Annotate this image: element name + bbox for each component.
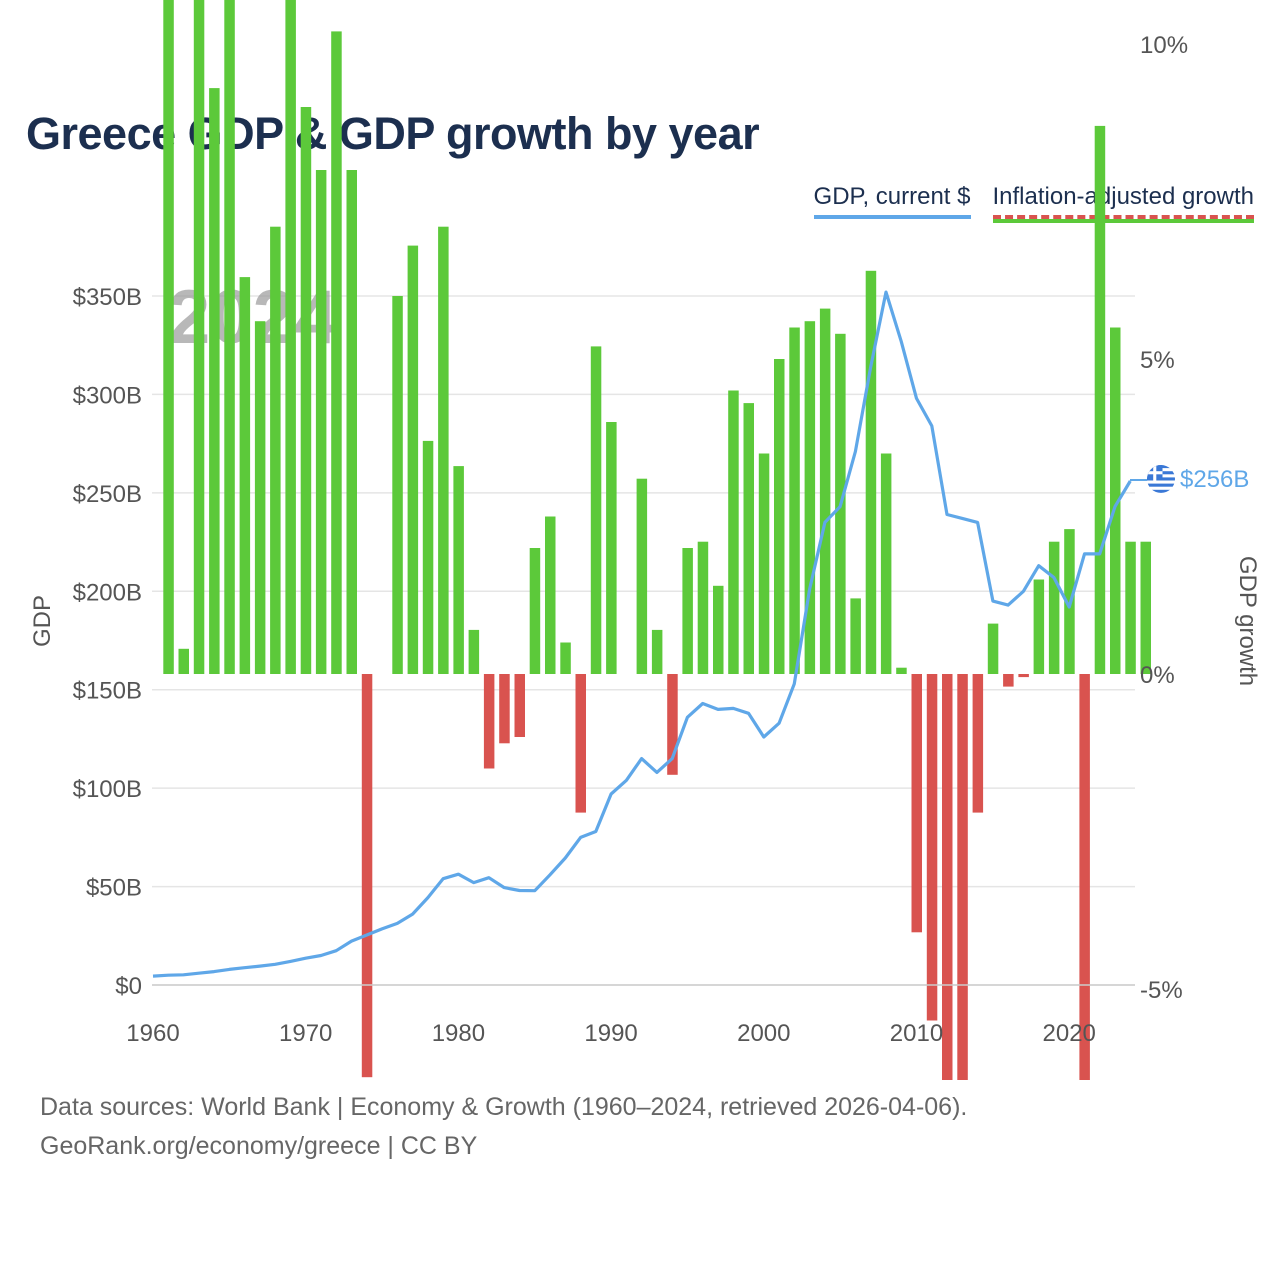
growth-bar[interactable] — [667, 674, 678, 775]
growth-bar[interactable] — [682, 548, 693, 674]
x-tick-label: 1990 — [584, 1020, 637, 1047]
gdp-line — [152, 290, 1132, 978]
growth-bar[interactable] — [193, 0, 205, 674]
growth-bar[interactable] — [422, 440, 434, 674]
growth-bar[interactable] — [560, 642, 571, 675]
growth-bar[interactable] — [1140, 541, 1152, 674]
growth-bar[interactable] — [636, 478, 648, 674]
growth-bar[interactable] — [392, 296, 403, 674]
growth-bar[interactable] — [270, 226, 281, 674]
growth-bar[interactable] — [972, 674, 984, 813]
right-axis-title: GDP growth — [1234, 556, 1261, 686]
growth-bar[interactable] — [483, 674, 495, 769]
legend-growth[interactable]: Inflation-adjusted growth — [992, 183, 1254, 219]
growth-bar[interactable] — [590, 346, 602, 674]
growth-bar[interactable] — [911, 674, 923, 933]
growth-bars — [163, 0, 1151, 1080]
growth-bar[interactable] — [1094, 125, 1106, 674]
growth-bar[interactable] — [239, 277, 251, 674]
growth-bar[interactable] — [880, 453, 892, 675]
growth-bar[interactable] — [1079, 674, 1090, 1080]
growth-bar[interactable] — [514, 674, 526, 737]
left-axis-title: GDP — [29, 595, 56, 647]
growth-bar[interactable] — [789, 327, 800, 675]
growth-bar[interactable] — [804, 321, 816, 674]
growth-bar[interactable] — [865, 270, 877, 674]
left-tick-label: $350B — [73, 284, 142, 311]
left-tick-label: $0 — [115, 973, 142, 1000]
left-tick-label: $250B — [73, 481, 142, 508]
left-tick-label: $200B — [73, 579, 142, 606]
year-watermark: 2024 — [168, 275, 337, 360]
footer: Data sources: World Bank | Economy & Gro… — [40, 1088, 967, 1166]
chart-title: Greece GDP & GDP growth by year — [26, 108, 760, 159]
legend-gdp[interactable]: GDP, current $ — [813, 183, 971, 219]
legend: GDP, current $ Inflation-adjusted growth — [813, 183, 1254, 219]
source-note: Data sources: World Bank | Economy & Gro… — [40, 1093, 968, 1121]
growth-bar[interactable] — [758, 453, 770, 675]
growth-bar[interactable] — [468, 629, 480, 674]
growth-bar[interactable] — [315, 170, 327, 674]
x-tick-label: 1970 — [279, 1020, 332, 1047]
growth-bar[interactable] — [300, 107, 312, 674]
growth-bar[interactable] — [697, 541, 709, 674]
growth-bar[interactable] — [728, 390, 739, 675]
growth-bar[interactable] — [957, 674, 968, 1080]
growth-bar[interactable] — [346, 170, 358, 674]
growth-bar[interactable] — [1048, 541, 1060, 674]
growth-bar[interactable] — [499, 674, 510, 744]
right-axis: -5% 0% 5% 10% — [1140, 32, 1188, 1004]
x-tick-label: 1980 — [432, 1020, 485, 1047]
growth-bar[interactable] — [178, 648, 190, 674]
greece-flag-icon — [1147, 465, 1175, 493]
growth-bar[interactable] — [987, 623, 999, 674]
x-tick-label: 2020 — [1043, 1020, 1096, 1047]
growth-bar[interactable] — [850, 598, 861, 674]
right-tick-label: 5% — [1140, 347, 1175, 374]
right-tick-label: 0% — [1140, 662, 1175, 689]
growth-bar[interactable] — [529, 548, 541, 674]
growth-bar[interactable] — [545, 516, 556, 675]
growth-bar[interactable] — [1125, 541, 1136, 674]
growth-bar[interactable] — [896, 667, 907, 674]
left-tick-label: $300B — [73, 382, 142, 409]
growth-bar[interactable] — [774, 359, 785, 674]
growth-bar[interactable] — [926, 674, 938, 1021]
x-tick-label: 2000 — [737, 1020, 790, 1047]
growth-bar[interactable] — [819, 308, 831, 674]
end-value-label: $256B — [1180, 466, 1249, 493]
growth-bar[interactable] — [209, 88, 220, 675]
growth-bar[interactable] — [163, 0, 174, 674]
growth-bar[interactable] — [285, 0, 296, 674]
left-tick-label: $100B — [73, 776, 142, 803]
source-link[interactable]: GeoRank.org/economy/greece | CC BY — [40, 1132, 478, 1160]
x-axis: 1960 1970 1980 1990 2000 2010 2020 — [126, 984, 1135, 1047]
x-tick-label: 2010 — [890, 1020, 943, 1047]
left-tick-label: $50B — [86, 875, 142, 902]
x-tick-label: 1960 — [126, 1020, 179, 1047]
growth-bar[interactable] — [453, 466, 464, 674]
growth-bar[interactable] — [942, 674, 953, 1080]
growth-bar[interactable] — [331, 31, 342, 674]
growth-bar[interactable] — [407, 245, 419, 674]
gdp-chart: 2024 $0 $50B $100B $150B $200B $250B $300B $350… — [29, 0, 1261, 1080]
left-tick-label: $150B — [73, 678, 142, 705]
left-axis: $0 $50B $100B $150B $200B $250B $300B $350B — [73, 284, 142, 1000]
growth-bar[interactable] — [575, 674, 587, 813]
growth-bar[interactable] — [1018, 674, 1029, 678]
growth-bar[interactable] — [361, 674, 373, 1078]
right-tick-label: -5% — [1140, 977, 1183, 1004]
growth-bar[interactable] — [606, 422, 617, 674]
growth-bar[interactable] — [224, 0, 235, 674]
growth-bar[interactable] — [743, 403, 755, 674]
growth-bar[interactable] — [651, 629, 663, 674]
growth-bar[interactable] — [1003, 674, 1014, 687]
growth-bar[interactable] — [713, 585, 724, 674]
right-tick-label: 10% — [1140, 32, 1188, 59]
growth-bar[interactable] — [254, 321, 266, 674]
growth-bar[interactable] — [1110, 327, 1121, 675]
end-marker: $256B — [1130, 465, 1249, 493]
growth-bar[interactable] — [1033, 579, 1045, 675]
growth-bar[interactable] — [438, 226, 449, 674]
